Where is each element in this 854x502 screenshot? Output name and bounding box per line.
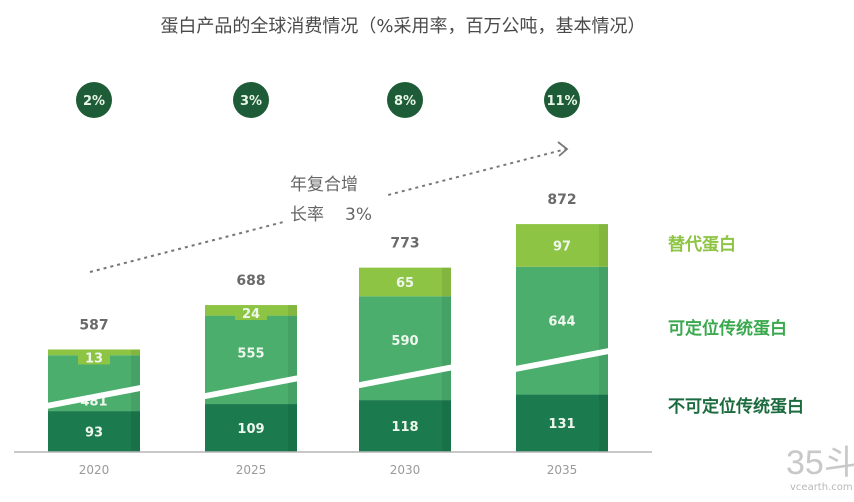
segment-label: 109 xyxy=(237,422,264,437)
total-label: 587 xyxy=(79,317,108,333)
segment-label: 644 xyxy=(548,314,575,329)
bar-segment-shade xyxy=(442,400,451,452)
legend-positionable-protein: 可定位传统蛋白 xyxy=(668,318,787,339)
label-bg xyxy=(235,306,267,321)
axis-break-mark xyxy=(510,346,614,373)
bar-segment-shade xyxy=(288,404,297,452)
bar-segment-shade xyxy=(599,224,608,267)
label-bg xyxy=(78,350,110,365)
segment-label: 590 xyxy=(391,334,418,349)
bar-segment xyxy=(359,267,451,297)
bar-segment-shade xyxy=(131,349,140,356)
adoption-rate-label: 8% xyxy=(394,94,416,109)
cagr-label-line1: 年复合增 xyxy=(290,175,358,195)
adoption-rate-label: 11% xyxy=(546,94,577,109)
segment-label: 13 xyxy=(85,351,103,366)
bar-segment-shade xyxy=(442,296,451,401)
bar-stack-2025: 109 555 24 688 2025 xyxy=(199,273,303,477)
adoption-rate-label: 3% xyxy=(240,94,262,109)
segment-label: 131 xyxy=(548,417,575,432)
bubble-circle xyxy=(233,82,269,118)
legend-non-positionable-protein: 不可定位传统蛋白 xyxy=(668,396,804,417)
segment-label: 555 xyxy=(237,347,264,362)
total-label: 773 xyxy=(390,236,419,252)
total-label: 872 xyxy=(547,192,576,208)
bar-segment xyxy=(359,400,451,452)
x-tick-label: 2035 xyxy=(547,463,578,477)
legend-alt-protein: 替代蛋白 xyxy=(668,234,736,255)
bar-segment xyxy=(516,266,608,395)
adoption-rate-bubble: 2% xyxy=(76,82,112,118)
segment-label: 24 xyxy=(242,307,260,322)
adoption-rate-label: 2% xyxy=(83,94,105,109)
segment-label: 97 xyxy=(553,239,571,254)
bar-segment-shade xyxy=(288,305,297,316)
segment-label: 65 xyxy=(396,276,414,291)
bar-segment-shade xyxy=(131,355,140,412)
bubble-circle xyxy=(76,82,112,118)
bar-stack-2030: 118 590 65 773 2030 xyxy=(353,236,457,477)
bar-segment-shade xyxy=(131,411,140,452)
axis-break-mark xyxy=(353,363,457,390)
x-tick-label: 2030 xyxy=(390,463,421,477)
bar-segment xyxy=(516,394,608,452)
chart-title: 蛋白产品的全球消费情况（%采用率，百万公吨，基本情况） xyxy=(160,16,645,37)
adoption-rate-bubble: 8% xyxy=(387,82,423,118)
bar-segment xyxy=(48,411,140,452)
axis-break-mark xyxy=(199,374,303,401)
bar-stack-2035: 131 644 97 872 2035 xyxy=(510,192,614,477)
bar-segment xyxy=(205,404,297,452)
adoption-rate-bubble: 11% xyxy=(544,82,580,118)
bar-segment-shade xyxy=(442,267,451,297)
bubble-circle xyxy=(544,82,580,118)
cagr-label-line2: 长率 xyxy=(290,205,324,225)
watermark-site: vcearth.com xyxy=(790,482,853,493)
bar-segment-shade xyxy=(288,315,297,405)
bubble-circle xyxy=(387,82,423,118)
axis-break-mark xyxy=(42,383,146,410)
x-tick-label: 2020 xyxy=(79,463,110,477)
bar-segment xyxy=(516,224,608,267)
segment-label: 93 xyxy=(85,426,103,441)
bar-segment-shade xyxy=(599,266,608,395)
segment-label: 118 xyxy=(391,420,418,435)
bar-segment-shade xyxy=(599,394,608,452)
adoption-rate-bubble: 3% xyxy=(233,82,269,118)
total-label: 688 xyxy=(236,273,265,289)
watermark-logo: 35斗 xyxy=(786,444,854,482)
cagr-value: 3% xyxy=(345,205,372,225)
x-tick-label: 2025 xyxy=(236,463,267,477)
